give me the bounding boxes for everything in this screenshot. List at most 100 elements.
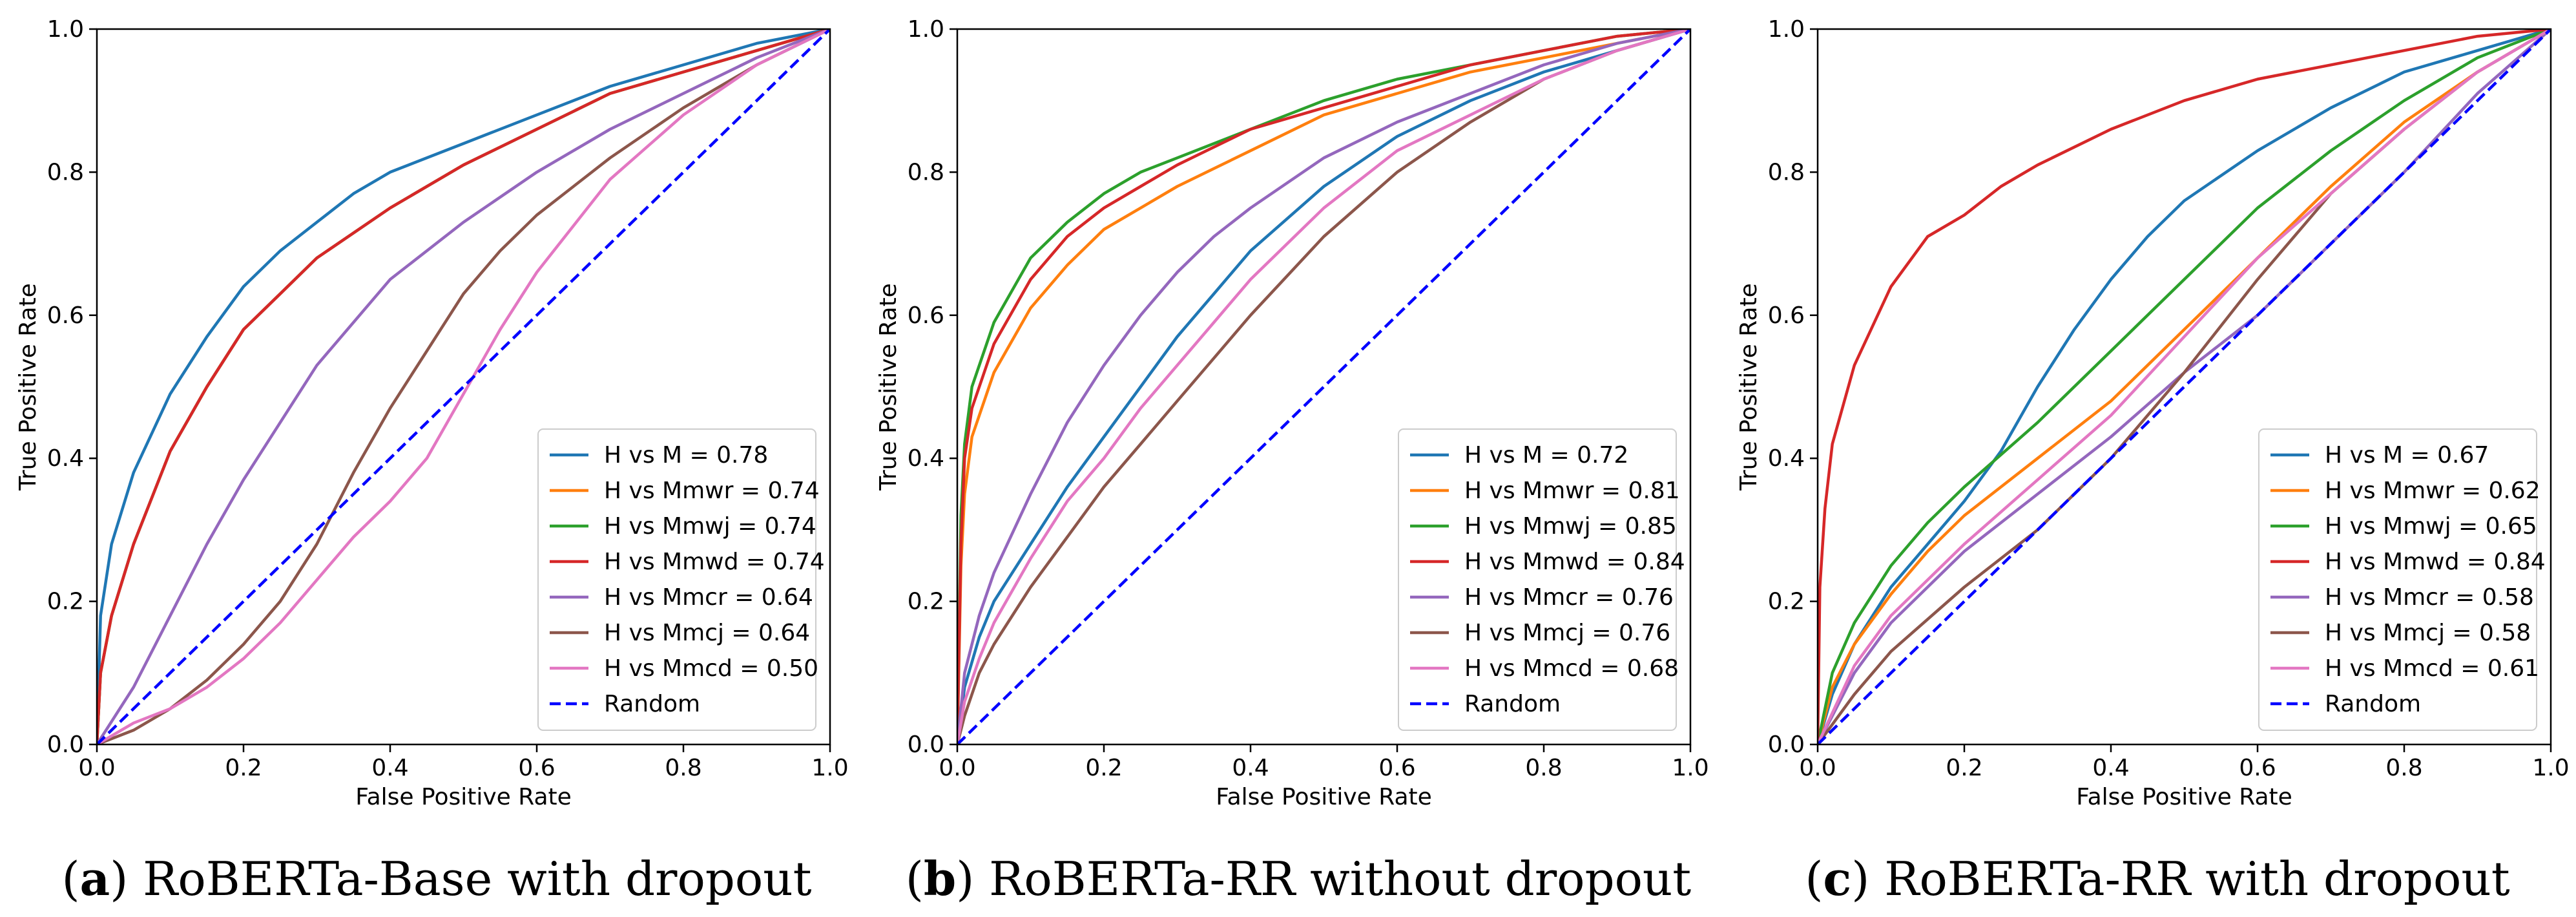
x-tick-label: 0.2	[1946, 755, 1982, 781]
legend-label-h-vs-mmcd: H vs Mmcd = 0.68	[1464, 655, 1679, 682]
roc-curve-h-vs-mmcj	[957, 29, 1690, 744]
legend-box	[1398, 428, 1677, 731]
roc-curve-h-vs-m	[97, 29, 830, 744]
y-tick-label: 0.6	[47, 302, 84, 329]
roc-curve-h-vs-mmcd	[957, 29, 1690, 744]
roc-curve-h-vs-m	[1818, 29, 2551, 744]
y-tick-label: 0.8	[908, 159, 944, 185]
roc-curve-h-vs-mmwd	[1818, 29, 2551, 744]
x-tick-label: 0.0	[1799, 755, 1836, 781]
legend-label-h-vs-m: H vs M = 0.67	[2325, 442, 2489, 469]
panel-a: 0.0 0.2 0.4 0.6 0.8 1.0 0.0 0.2 0.4 0.6 0.8 1.0 Fals…	[15, 16, 849, 906]
x-tick-label: 0.6	[518, 755, 555, 781]
caption-text: ) RoBERTa-RR with dropout	[1851, 852, 2509, 906]
caption-open-paren: (	[906, 852, 924, 906]
legend-label-h-vs-mmcj: H vs Mmcj = 0.58	[2325, 620, 2531, 646]
legend-label-h-vs-mmcd: H vs Mmcd = 0.61	[2325, 655, 2539, 682]
roc-curve-h-vs-mmcd	[97, 29, 830, 744]
panel-caption: (a) RoBERTa-Base with dropout	[61, 851, 811, 906]
roc-curve-h-vs-mmwd	[957, 29, 1690, 744]
legend-label-random: Random	[1464, 691, 1561, 717]
y-tick-label: 0.4	[47, 445, 84, 472]
x-tick-label: 1.0	[811, 755, 848, 781]
x-tick-label: 0.8	[2385, 755, 2422, 781]
roc-curve-h-vs-mmwd	[97, 29, 830, 744]
legend-label-h-vs-mmwj: H vs Mmwj = 0.85	[1464, 513, 1677, 540]
x-tick-label: 0.6	[2239, 755, 2276, 781]
panel-caption: (c) RoBERTa-RR with dropout	[1805, 851, 2509, 906]
x-tick-label: 0.2	[225, 755, 262, 781]
caption-text: ) RoBERTa-RR without dropout	[956, 852, 1691, 906]
roc-curve-h-vs-mmcr	[957, 29, 1690, 744]
legend-label-h-vs-mmwd: H vs Mmwd = 0.84	[1464, 549, 1685, 575]
roc-curve-h-vs-mmcd	[1818, 29, 2551, 744]
caption-text: ) RoBERTa-Base with dropout	[110, 852, 811, 906]
caption-open-paren: (	[1805, 852, 1823, 906]
caption-letter: b	[924, 851, 956, 906]
y-tick-label: 0.2	[908, 589, 944, 615]
y-tick-label: 0.8	[1768, 159, 1805, 185]
legend-label-h-vs-mmcr: H vs Mmcr = 0.58	[2325, 584, 2534, 611]
y-tick-label: 0.4	[908, 445, 944, 472]
y-tick-label: 0.2	[1768, 589, 1805, 615]
caption-letter: a	[80, 851, 110, 906]
legend-label-h-vs-mmcr: H vs Mmcr = 0.76	[1464, 584, 1674, 611]
legend-label-h-vs-mmwr: H vs Mmwr = 0.74	[604, 478, 820, 504]
y-axis-label: True Positive Rate	[875, 283, 902, 491]
x-tick-label: 0.2	[1085, 755, 1122, 781]
x-axis-label: False Positive Rate	[2076, 784, 2292, 810]
legend-label-h-vs-mmcj: H vs Mmcj = 0.64	[604, 620, 810, 646]
axes-frame	[1816, 28, 2552, 746]
roc-curve-random	[957, 29, 1690, 744]
panel-b: 0.0 0.2 0.4 0.6 0.8 1.0 0.0 0.2 0.4 0.6 0.8 1.0 Fals…	[875, 16, 1709, 906]
curves-group	[1818, 29, 2551, 744]
axes-frame	[956, 28, 1692, 746]
legend-label-h-vs-mmwd: H vs Mmwd = 0.74	[604, 549, 825, 575]
x-tick-label: 0.8	[1525, 755, 1562, 781]
y-tick-label: 0.4	[1768, 445, 1805, 472]
legend-label-h-vs-m: H vs M = 0.78	[604, 442, 768, 469]
axes-frame	[96, 28, 831, 746]
roc-curve-h-vs-mmcr	[1818, 29, 2551, 744]
legend: H vs M = 0.72 H vs Mmwr = 0.81 H vs Mmwj =…	[1398, 428, 1685, 731]
y-tick-label: 0.0	[47, 732, 84, 758]
roc-curve-h-vs-mmcj	[97, 29, 830, 744]
roc-curve-random	[97, 29, 830, 744]
legend-label-h-vs-mmcj: H vs Mmcj = 0.76	[1464, 620, 1670, 646]
legend-label-random: Random	[604, 691, 700, 717]
y-tick-label: 0.0	[1768, 732, 1805, 758]
legend-label-h-vs-m: H vs M = 0.72	[1464, 442, 1628, 469]
legend-label-h-vs-mmcd: H vs Mmcd = 0.50	[604, 655, 818, 682]
y-tick-label: 1.0	[47, 16, 84, 43]
roc-curve-h-vs-m	[957, 29, 1690, 744]
x-tick-label: 0.0	[78, 755, 115, 781]
x-tick-label: 0.4	[1232, 755, 1269, 781]
legend-label-h-vs-mmwr: H vs Mmwr = 0.62	[2325, 478, 2540, 504]
roc-curve-h-vs-mmwj	[1818, 29, 2551, 744]
caption-letter: c	[1823, 851, 1851, 906]
roc-curve-h-vs-mmcr	[97, 29, 830, 744]
curves-group	[97, 29, 830, 744]
y-tick-label: 0.0	[908, 732, 944, 758]
panel-caption: (b) RoBERTa-RR without dropout	[906, 851, 1692, 906]
y-tick-label: 0.6	[908, 302, 944, 329]
roc-curve-random	[1818, 29, 2551, 744]
y-tick-label: 0.2	[47, 589, 84, 615]
x-axis-label: False Positive Rate	[355, 784, 572, 810]
y-tick-label: 0.6	[1768, 302, 1805, 329]
y-axis-label: True Positive Rate	[15, 283, 41, 491]
legend-box	[537, 428, 816, 731]
legend-label-h-vs-mmwd: H vs Mmwd = 0.84	[2325, 549, 2546, 575]
y-tick-label: 1.0	[1768, 16, 1805, 43]
legend-label-h-vs-mmwj: H vs Mmwj = 0.74	[604, 513, 816, 540]
legend-label-h-vs-mmcr: H vs Mmcr = 0.64	[604, 584, 813, 611]
x-tick-label: 0.6	[1378, 755, 1415, 781]
legend: H vs M = 0.78 H vs Mmwr = 0.74 H vs Mmwj =…	[537, 428, 825, 731]
legend-box	[2258, 428, 2537, 731]
y-tick-label: 1.0	[908, 16, 944, 43]
y-axis-label: True Positive Rate	[1736, 283, 1762, 491]
y-tick-label: 0.8	[47, 159, 84, 185]
x-tick-label: 0.8	[665, 755, 701, 781]
x-tick-label: 0.4	[371, 755, 408, 781]
